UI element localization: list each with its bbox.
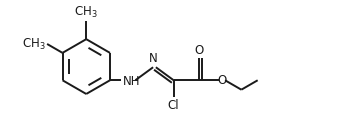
Text: Cl: Cl bbox=[168, 99, 179, 112]
Text: NH: NH bbox=[123, 75, 141, 88]
Text: N: N bbox=[149, 52, 158, 65]
Text: CH$_3$: CH$_3$ bbox=[22, 36, 46, 51]
Text: O: O bbox=[195, 44, 204, 57]
Text: O: O bbox=[217, 74, 226, 87]
Text: CH$_3$: CH$_3$ bbox=[74, 5, 98, 20]
